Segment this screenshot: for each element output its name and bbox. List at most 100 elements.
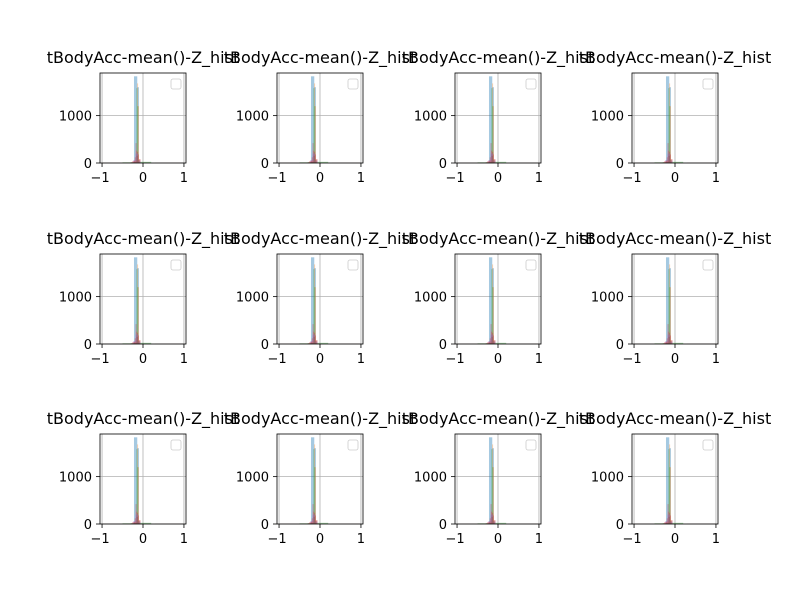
histogram-bar: [133, 160, 138, 163]
histogram-bar: [668, 336, 671, 344]
histogram-bar: [670, 341, 673, 344]
histogram-bar: [493, 520, 495, 524]
histogram-bar: [315, 335, 316, 344]
x-tick-label: 1: [357, 352, 365, 367]
histogram-bar: [666, 157, 668, 163]
histogram-bar: [137, 333, 139, 344]
histogram-bar: [130, 162, 137, 163]
histogram-bar: [669, 333, 671, 344]
histogram-bar: [491, 150, 493, 163]
y-tick-label: 0: [261, 338, 269, 353]
legend-box: [170, 259, 182, 271]
subplot-title: tBodyAcc-mean()-Z_hist: [47, 48, 239, 68]
x-tick-label: 0: [316, 352, 324, 367]
histogram-bar: [307, 523, 314, 524]
x-tick-label: 1: [712, 171, 720, 186]
histogram-bar: [493, 340, 495, 344]
histogram-bar: [668, 511, 670, 524]
histogram-bar: [313, 269, 315, 344]
histogram-bar: [667, 324, 669, 344]
x-tick-label: 0: [494, 532, 502, 547]
histogram-bar: [310, 257, 315, 344]
x-tick-label: 1: [535, 352, 543, 367]
histogram-bar: [314, 106, 316, 163]
histogram-bar: [137, 83, 139, 163]
histogram-bar: [668, 331, 670, 344]
histogram-bar: [488, 76, 493, 163]
histogram-bar: [492, 513, 494, 524]
histogram-bar: [669, 287, 671, 344]
histogram-bar: [487, 342, 490, 344]
histogram-bar: [135, 514, 139, 524]
histogram-bar: [309, 342, 312, 344]
histogram-bar: [668, 516, 671, 524]
histogram-bar: [670, 159, 672, 163]
y-tick-label: 1000: [414, 291, 447, 306]
histogram-bar: [491, 269, 493, 344]
histogram-bar: [314, 513, 316, 524]
histogram-bar: [665, 341, 668, 344]
histogram-bar: [493, 521, 496, 524]
histogram-bar: [666, 518, 668, 524]
subplot-title: tBodyAcc-mean()-Z_hist: [402, 48, 594, 68]
histogram-bar: [137, 444, 139, 524]
y-tick-label: 0: [439, 157, 447, 172]
histogram-bar: [492, 444, 494, 524]
histogram-bar: [310, 437, 315, 524]
histogram-bar: [138, 520, 141, 524]
y-tick-label: 0: [84, 338, 92, 353]
histogram-bar: [670, 520, 673, 524]
histogram-bar: [137, 513, 139, 524]
x-tick-label: −1: [622, 352, 641, 367]
histogram-bar: [665, 437, 670, 524]
histogram-bar: [138, 287, 139, 344]
histogram-bar: [314, 467, 316, 524]
x-tick-label: 1: [180, 532, 188, 547]
histogram-bar: [664, 342, 667, 344]
histogram-bar: [493, 522, 507, 524]
histogram-bar: [492, 152, 494, 163]
x-tick-label: −1: [622, 532, 641, 547]
histogram-bar: [133, 341, 138, 344]
histogram-bar: [488, 521, 493, 524]
histogram-bar: [311, 338, 313, 344]
histogram-bar: [489, 338, 491, 344]
histogram-bar: [136, 155, 139, 163]
histogram-bar: [136, 449, 138, 524]
x-tick-label: −1: [90, 352, 109, 367]
histogram-bar: [137, 268, 139, 344]
x-tick-label: 0: [671, 352, 679, 367]
histogram-bar: [310, 76, 315, 163]
legend-box: [525, 259, 537, 271]
histogram-bar: [490, 334, 494, 344]
legend-box: [170, 439, 182, 451]
histogram-bar: [138, 340, 140, 344]
legend-box: [347, 259, 359, 271]
histogram-bar: [311, 157, 313, 163]
histogram-bar: [670, 340, 672, 344]
histogram-bar: [315, 520, 317, 524]
histogram-bar: [315, 159, 317, 163]
histogram-bar: [138, 341, 141, 344]
histogram-bar: [307, 343, 314, 344]
histogram-bar: [312, 324, 314, 344]
histogram-bar: [133, 521, 138, 524]
x-tick-label: 0: [139, 352, 147, 367]
histogram-bar: [487, 161, 490, 163]
legend-box: [702, 78, 714, 90]
histogram-bar: [669, 152, 671, 163]
histogram-bar: [136, 88, 138, 163]
x-tick-label: 1: [535, 171, 543, 186]
histogram-bar: [312, 334, 316, 344]
histogram-bar: [492, 87, 494, 163]
y-tick-label: 1000: [236, 291, 269, 306]
histogram-bar: [493, 160, 496, 163]
x-tick-label: 0: [671, 532, 679, 547]
histogram-bar: [492, 264, 494, 344]
